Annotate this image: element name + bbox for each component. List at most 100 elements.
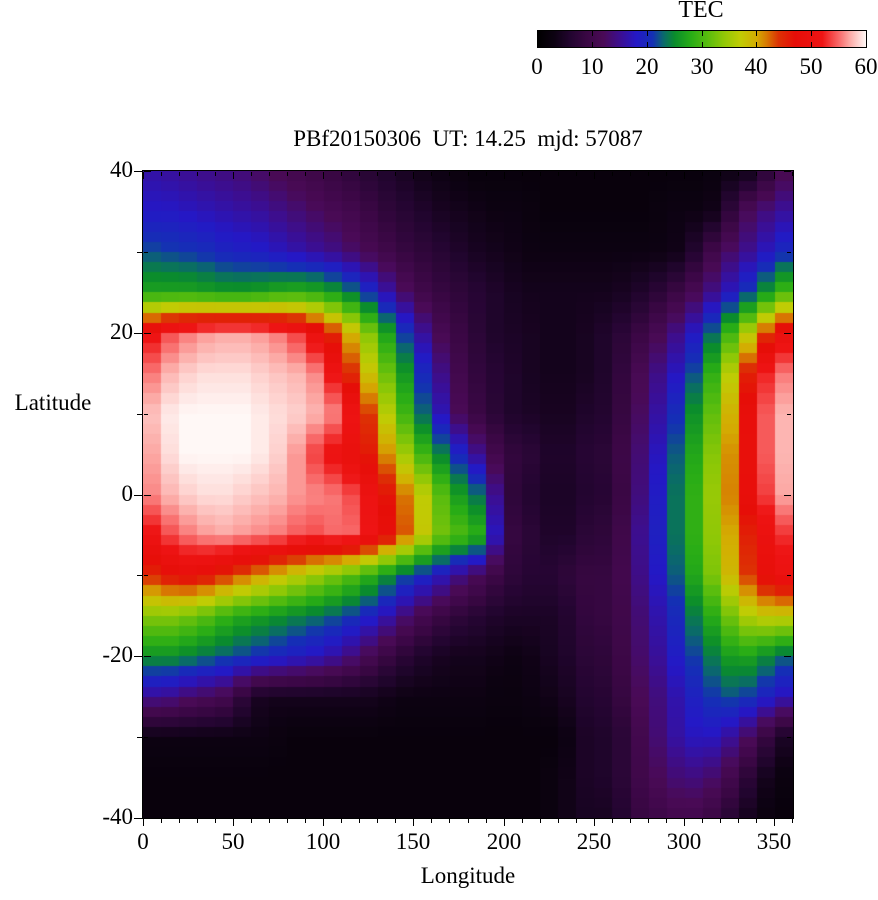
colorbar-tick bbox=[702, 42, 703, 47]
y-tick-major bbox=[134, 171, 142, 172]
colorbar-tick bbox=[647, 42, 648, 47]
x-tick-minor bbox=[720, 818, 721, 823]
colorbar-tick bbox=[756, 42, 757, 47]
x-tick-major bbox=[143, 818, 144, 826]
x-tick-minor-mirror bbox=[161, 172, 162, 176]
x-tick-minor-mirror bbox=[666, 172, 667, 176]
colorbar-tick bbox=[756, 31, 757, 36]
y-tick-major-mirror bbox=[784, 495, 791, 496]
y-tick-minor bbox=[137, 737, 142, 738]
y-tick-minor-inner bbox=[144, 414, 148, 415]
y-tick-label: -20 bbox=[102, 642, 133, 667]
x-tick-major-mirror bbox=[413, 172, 414, 179]
colorbar-tick bbox=[592, 42, 593, 47]
x-tick-minor-mirror bbox=[756, 172, 757, 176]
x-tick-major-mirror bbox=[684, 172, 685, 179]
x-tick-minor bbox=[648, 818, 649, 823]
x-tick-minor-mirror bbox=[558, 172, 559, 176]
x-tick-minor bbox=[431, 818, 432, 823]
y-tick-minor bbox=[137, 575, 142, 576]
x-tick-minor-mirror bbox=[540, 172, 541, 176]
x-tick-minor-mirror bbox=[702, 172, 703, 176]
x-tick-minor-mirror bbox=[612, 172, 613, 176]
x-tick-minor-mirror bbox=[287, 172, 288, 176]
x-tick-major-mirror bbox=[143, 172, 144, 179]
y-tick-major-mirror bbox=[784, 818, 791, 819]
x-tick-minor bbox=[630, 818, 631, 823]
x-tick-label: 250 bbox=[576, 829, 612, 854]
x-tick-minor-mirror bbox=[215, 172, 216, 176]
colorbar-tick-label: 30 bbox=[690, 54, 714, 79]
colorbar bbox=[537, 30, 867, 48]
x-tick-minor-mirror bbox=[305, 172, 306, 176]
colorbar-title: TEC bbox=[678, 0, 724, 23]
x-tick-minor-mirror bbox=[648, 172, 649, 176]
y-tick-minor-inner bbox=[144, 575, 148, 576]
heatmap-canvas bbox=[143, 171, 793, 818]
x-tick-major bbox=[684, 818, 685, 826]
x-tick-minor-mirror bbox=[197, 172, 198, 176]
colorbar-tick-label: 20 bbox=[635, 54, 659, 79]
y-tick-major-mirror bbox=[784, 333, 791, 334]
x-tick-major bbox=[323, 818, 324, 826]
y-tick-major-inner bbox=[144, 171, 151, 172]
x-tick-label: 200 bbox=[486, 829, 522, 854]
x-tick-label: 150 bbox=[395, 829, 431, 854]
y-tick-major-mirror bbox=[784, 171, 791, 172]
colorbar-tick bbox=[866, 31, 867, 36]
x-tick-major bbox=[594, 818, 595, 826]
colorbar-tick bbox=[537, 31, 538, 36]
colorbar-tick bbox=[702, 31, 703, 36]
x-tick-minor-mirror bbox=[359, 172, 360, 176]
colorbar-tick bbox=[811, 42, 812, 47]
y-tick-minor-inner bbox=[144, 252, 148, 253]
x-tick-minor bbox=[269, 818, 270, 823]
x-tick-major-mirror bbox=[594, 172, 595, 179]
x-tick-major-mirror bbox=[504, 172, 505, 179]
y-axis-label: Latitude bbox=[14, 390, 92, 415]
x-tick-minor bbox=[738, 818, 739, 823]
y-tick-label: 40 bbox=[110, 157, 133, 182]
x-tick-label: 100 bbox=[305, 829, 341, 854]
y-tick-major bbox=[134, 656, 142, 657]
x-tick-minor bbox=[612, 818, 613, 823]
x-tick-minor-mirror bbox=[738, 172, 739, 176]
y-tick-major-inner bbox=[144, 495, 151, 496]
x-tick-minor-mirror bbox=[251, 172, 252, 176]
x-tick-minor bbox=[179, 818, 180, 823]
x-tick-minor-mirror bbox=[449, 172, 450, 176]
y-tick-major-inner bbox=[144, 656, 151, 657]
colorbar-tick-label: 10 bbox=[580, 54, 604, 79]
x-tick-minor bbox=[468, 818, 469, 823]
x-tick-minor-mirror bbox=[179, 172, 180, 176]
x-tick-minor bbox=[161, 818, 162, 823]
y-tick-major bbox=[134, 495, 142, 496]
colorbar-tick-label: 50 bbox=[799, 54, 823, 79]
colorbar-tick-label: 60 bbox=[854, 54, 878, 79]
x-tick-minor-mirror bbox=[431, 172, 432, 176]
x-tick-label: 350 bbox=[756, 829, 792, 854]
x-tick-minor bbox=[666, 818, 667, 823]
y-tick-minor-mirror bbox=[787, 575, 791, 576]
y-tick-minor-inner bbox=[144, 737, 148, 738]
plot-area bbox=[142, 170, 794, 819]
x-tick-minor bbox=[251, 818, 252, 823]
colorbar-tick-label: 0 bbox=[531, 54, 543, 79]
x-tick-minor bbox=[576, 818, 577, 823]
y-tick-major-inner bbox=[144, 333, 151, 334]
x-tick-minor bbox=[486, 818, 487, 823]
colorbar-tick bbox=[811, 31, 812, 36]
x-tick-label: 50 bbox=[221, 829, 245, 854]
x-tick-label: 300 bbox=[666, 829, 702, 854]
x-tick-minor bbox=[197, 818, 198, 823]
x-tick-minor-mirror bbox=[576, 172, 577, 176]
y-tick-major-mirror bbox=[784, 656, 791, 657]
plot-title: PBf20150306 UT: 14.25 mjd: 57087 bbox=[293, 126, 643, 151]
y-tick-label: 20 bbox=[110, 319, 133, 344]
y-tick-minor bbox=[137, 414, 142, 415]
x-tick-minor bbox=[287, 818, 288, 823]
x-tick-minor-mirror bbox=[341, 172, 342, 176]
x-tick-minor-mirror bbox=[468, 172, 469, 176]
y-tick-minor-mirror bbox=[787, 737, 791, 738]
colorbar-tick bbox=[647, 31, 648, 36]
